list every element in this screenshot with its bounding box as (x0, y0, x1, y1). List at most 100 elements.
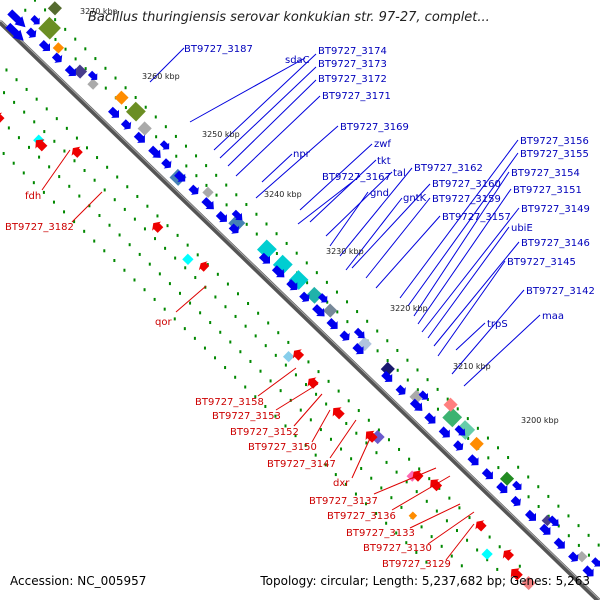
track-dot (597, 543, 600, 547)
gene-label[interactable]: BT9727_3137 (309, 496, 378, 507)
track-dot (194, 276, 197, 280)
gene-label[interactable]: zwf (374, 139, 391, 150)
track-dot (306, 281, 309, 285)
gene-label[interactable]: qor (155, 317, 172, 328)
track-dot (557, 504, 560, 508)
gene-label[interactable]: BT9727_3154 (511, 168, 580, 179)
track-dot (27, 145, 30, 149)
track-dot (547, 514, 550, 518)
track-dot (83, 168, 86, 172)
forward-gene (454, 425, 466, 436)
track-dot (164, 246, 167, 250)
reverse-gene (307, 377, 319, 389)
track-dot (406, 358, 409, 362)
gene-label[interactable]: BT9727_3162 (414, 163, 483, 174)
leader-line (463, 314, 541, 387)
track-dot (124, 86, 127, 90)
track-dot (225, 183, 228, 187)
forward-gene (108, 106, 119, 118)
gene-label[interactable]: sdaC (285, 55, 310, 66)
track-dot (154, 237, 157, 241)
gene-label[interactable]: dxr (333, 478, 350, 489)
gene-label[interactable]: tkt (377, 156, 391, 167)
track-dot (93, 178, 96, 182)
gene-label[interactable]: BT9727_3152 (230, 427, 299, 438)
gene-label[interactable]: BT9727_3150 (248, 442, 317, 453)
gene-label[interactable]: BT9727_3153 (212, 411, 281, 422)
gene-label[interactable]: gntK (403, 193, 427, 204)
track-dot (367, 418, 370, 422)
track-dot (215, 173, 218, 177)
track-dot (134, 95, 137, 99)
track-dot (153, 297, 156, 301)
leader-line (413, 171, 510, 317)
track-dot (74, 37, 77, 41)
gene-label[interactable]: trpS (487, 319, 508, 330)
gene-label[interactable]: BT9727_3130 (363, 543, 432, 554)
track-dot (275, 232, 278, 236)
leader-line (409, 503, 461, 529)
track-dot (327, 379, 330, 383)
forward-gene (5, 22, 24, 41)
gene-label[interactable]: BT9727_3142 (526, 286, 595, 297)
leader-line (257, 367, 297, 397)
gene-label[interactable]: maa (542, 311, 564, 322)
gene-label[interactable]: npr (293, 149, 311, 160)
gene-label[interactable]: BT9727_3187 (184, 44, 253, 55)
gene-label[interactable]: BT9727_3174 (318, 46, 387, 57)
track-dot (247, 302, 250, 306)
leader-line (293, 393, 323, 427)
gene-label[interactable]: gnd (370, 188, 389, 199)
gene-label[interactable]: BT9727_3155 (520, 149, 589, 160)
gene-label[interactable]: BT9727_3151 (513, 185, 582, 196)
gene-label[interactable]: BT9727_3172 (318, 74, 387, 85)
leader-line (311, 409, 331, 443)
forward-gene (582, 565, 594, 577)
scale-mark: 3270 kbp (80, 7, 118, 16)
gene-label[interactable]: BT9727_3160 (432, 179, 501, 190)
feature-block (202, 186, 214, 199)
track-dot (557, 524, 560, 528)
gene-label[interactable]: BT9727_3133 (346, 528, 415, 539)
track-dot (174, 134, 177, 138)
gene-label[interactable]: tal (393, 168, 406, 179)
track-dot (304, 443, 307, 447)
reverse-gene (475, 520, 487, 532)
gene-label[interactable]: BT9727_3157 (442, 212, 511, 223)
gene-label[interactable]: fdh (25, 191, 41, 202)
reverse-gene (430, 479, 443, 492)
track-dot (83, 229, 86, 233)
forward-gene (64, 65, 76, 77)
leader-line (275, 383, 319, 411)
feature-block (521, 576, 536, 591)
gene-label[interactable]: BT9727_3156 (520, 136, 589, 147)
feature-block (380, 361, 395, 377)
gene-label[interactable]: BT9727_3182 (5, 222, 74, 233)
gene-label[interactable]: BT9727_3169 (340, 122, 409, 133)
forward-gene (174, 170, 186, 182)
summary-text: Topology: circular; Length: 5,237,682 bp… (260, 574, 590, 588)
feature-block (305, 286, 323, 304)
forward-gene (353, 327, 365, 339)
dot-tracks (2, 0, 600, 571)
feature-block (137, 121, 152, 136)
gene-label[interactable]: BT9727_3146 (521, 238, 590, 249)
gene-label[interactable]: BT9727_3171 (322, 91, 391, 102)
feature-block (323, 303, 338, 318)
gene-label[interactable]: BT9727_3149 (521, 204, 590, 215)
gene-label[interactable]: BT9727_3173 (318, 59, 387, 70)
feature-block (87, 78, 99, 90)
track-dot (279, 389, 282, 393)
feature-block (443, 397, 458, 412)
track-dot (44, 8, 47, 12)
gene-label[interactable]: ubiE (511, 223, 533, 234)
track-dot (430, 535, 433, 539)
gene-label[interactable]: BT9727_3158 (195, 397, 264, 408)
gene-label[interactable]: BT9727_3136 (327, 511, 396, 522)
gene-label[interactable]: BT9727_3159 (432, 194, 501, 205)
gene-label[interactable]: BT9727_3147 (267, 459, 336, 470)
gene-label[interactable]: BT9727_3129 (382, 559, 451, 570)
gene-label[interactable]: BT9727_3167 (322, 172, 391, 183)
gene-label[interactable]: BT9727_3145 (507, 257, 576, 268)
leader-line (455, 322, 486, 351)
